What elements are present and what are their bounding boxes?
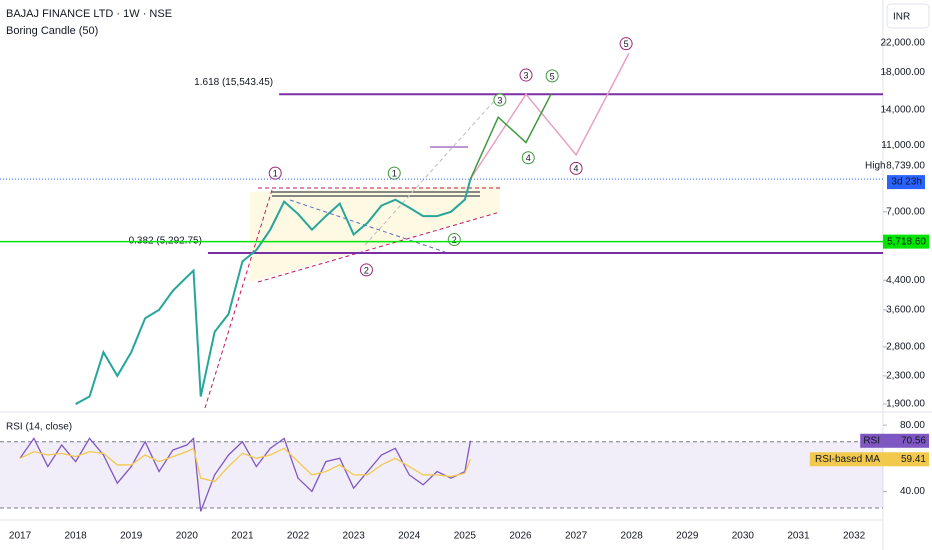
x-tick-label: 2024 [398, 531, 421, 542]
x-tick-label: 2026 [509, 531, 532, 542]
wave-label: 1 [273, 169, 278, 179]
y-tick-label: 4,400.00 [886, 275, 925, 286]
x-tick-label: 2025 [454, 531, 477, 542]
wave-circle [619, 37, 633, 51]
wave-circle [521, 151, 535, 165]
wave-label: 4 [526, 153, 531, 163]
x-tick-label: 2031 [787, 531, 810, 542]
wave-circle [447, 233, 461, 247]
x-tick-label: 2022 [287, 531, 310, 542]
x-tick-label: 2021 [231, 531, 254, 542]
trend-line [289, 199, 446, 253]
badge-name: High [865, 161, 886, 172]
badge-value-bg [883, 234, 929, 249]
legend-name: RSI [863, 435, 880, 446]
wave-circle [268, 166, 282, 180]
legend-name: RSI-based MA [815, 454, 880, 465]
projection [469, 93, 552, 180]
last-value: 70.56 [901, 435, 926, 446]
y-tick-label: 11,000.00 [881, 140, 925, 151]
y-tick-label: 2,300.00 [886, 371, 925, 382]
y-tick-label: 7,000.00 [886, 206, 925, 217]
y-tick-label: 40.00 [900, 486, 925, 497]
wave-circle [545, 69, 559, 83]
y-tick-label: 14,000.00 [881, 104, 926, 115]
x-tick-label: 2029 [676, 531, 699, 542]
currency-button[interactable] [886, 3, 930, 29]
y-tick-label: 22,000.00 [881, 38, 926, 49]
badge-value: 8,739.00 [886, 161, 925, 172]
y-tick-label: 18,000.00 [881, 67, 926, 78]
wave-label: 1 [392, 169, 397, 179]
wave-label: 3 [524, 70, 529, 80]
wave-circle [387, 166, 401, 180]
countdown: 3d 23h [891, 177, 922, 188]
x-tick-label: 2030 [732, 531, 755, 542]
rsi-title: RSI (14, close) [6, 422, 72, 433]
trend-line [364, 99, 496, 246]
x-tick-label: 2018 [64, 531, 87, 542]
trend-line [204, 189, 273, 409]
wave-label: 3 [497, 95, 502, 105]
x-tick-label: 2017 [9, 531, 32, 542]
wave-label: 5 [550, 71, 555, 81]
last-value: 59.41 [901, 454, 926, 465]
x-tick-label: 2027 [565, 531, 588, 542]
wave-circle [519, 68, 533, 82]
countdown-bg [887, 175, 925, 190]
symbol-title: BAJAJ FINANCE LTD · 1W · NSE [6, 8, 172, 20]
wave-circle [359, 263, 373, 277]
currency[interactable]: INR [893, 12, 910, 23]
y-tick-label: 80.00 [900, 420, 925, 431]
x-tick-label: 2019 [120, 531, 143, 542]
x-tick-label: 2032 [843, 531, 866, 542]
y-tick-label: 1,900.00 [886, 399, 925, 410]
projection [469, 53, 630, 180]
rsi-line [19, 436, 472, 512]
wave-label: 2 [364, 265, 369, 275]
x-tick-label: 2023 [343, 531, 366, 542]
x-tick-label: 2028 [621, 531, 644, 542]
x-tick-label: 2020 [176, 531, 199, 542]
rsi-line [19, 447, 472, 483]
indicator-name: Boring Candle (50) [6, 25, 98, 37]
price-line [75, 178, 472, 405]
wave-label: 4 [574, 164, 579, 174]
wave-circle [493, 93, 507, 107]
last-value-bg [883, 452, 929, 467]
wave-label: 5 [624, 39, 629, 49]
legend-name-bg [860, 433, 883, 448]
legend-name-bg [809, 452, 883, 467]
fib-label: 1.618 (15,543.45) [194, 77, 273, 88]
last-value-bg [883, 433, 929, 448]
wave-label: 2 [452, 235, 457, 245]
wave-circle [569, 161, 583, 175]
badge-value: 5,718.60 [887, 236, 926, 247]
y-tick-label: 3,600.00 [886, 304, 925, 315]
y-tick-label: 2,800.00 [886, 342, 925, 353]
